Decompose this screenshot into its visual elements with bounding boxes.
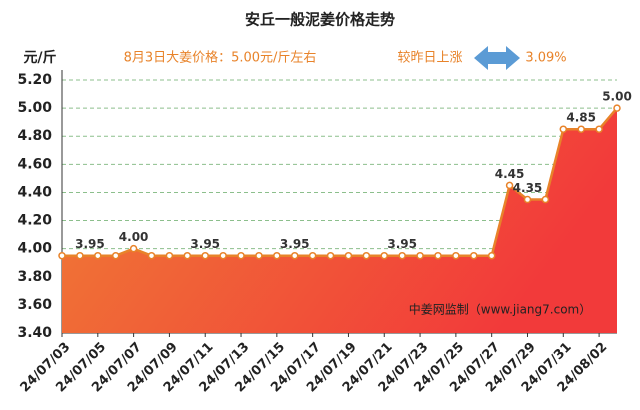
value-label: 3.95 xyxy=(190,237,220,251)
marker xyxy=(416,251,424,260)
value-label: 4.45 xyxy=(495,167,525,181)
value-label: 3.95 xyxy=(75,237,105,251)
marker xyxy=(165,251,174,260)
marker xyxy=(326,251,335,260)
arrow-icon xyxy=(474,46,520,70)
marker xyxy=(577,125,585,133)
area xyxy=(62,108,617,333)
marker xyxy=(129,244,138,253)
value-label: 3.95 xyxy=(280,237,310,251)
marker xyxy=(595,125,603,133)
marker xyxy=(559,125,568,133)
marker xyxy=(76,251,84,260)
y-tick-label: 4.20 xyxy=(17,213,52,229)
marker xyxy=(255,251,263,260)
marker xyxy=(452,251,460,260)
marker xyxy=(183,251,192,260)
y-tick-label: 3.80 xyxy=(17,269,52,285)
change-value: 3.09% xyxy=(525,51,566,66)
value-label: 3.95 xyxy=(387,237,417,251)
value-label: 4.35 xyxy=(513,181,543,195)
marker xyxy=(613,104,621,112)
y-unit: 元/斤 xyxy=(23,49,56,66)
marker xyxy=(111,251,120,260)
marker xyxy=(470,251,478,260)
marker xyxy=(94,251,102,260)
chart-title: 安丘一般泥姜价格走势 xyxy=(245,11,395,29)
value-label: 5.00 xyxy=(602,90,632,104)
marker xyxy=(308,251,317,260)
y-tick-label: 3.60 xyxy=(17,297,52,313)
change-text: 较昨日上涨 xyxy=(397,51,462,66)
marker xyxy=(505,181,514,190)
price-note: 8月3日大姜价格：5.00元/斤左右 xyxy=(124,50,317,66)
marker xyxy=(290,251,299,260)
marker xyxy=(219,251,227,260)
value-label: 4.85 xyxy=(566,111,596,125)
value-label: 4.00 xyxy=(119,230,149,244)
marker xyxy=(487,251,496,260)
watermark: 中姜网监制（www.jiang7.com） xyxy=(409,302,591,317)
y-tick-label: 4.00 xyxy=(17,241,52,257)
y-tick-label: 4.80 xyxy=(17,128,52,144)
y-tick-label: 5.00 xyxy=(17,100,52,116)
marker xyxy=(237,251,245,260)
y-tick-label: 5.20 xyxy=(17,72,52,88)
marker xyxy=(523,195,532,204)
marker xyxy=(398,251,406,260)
marker xyxy=(344,251,353,260)
marker xyxy=(201,251,209,260)
y-tick-label: 4.60 xyxy=(17,156,52,172)
marker xyxy=(362,251,371,260)
marker xyxy=(273,251,281,260)
marker xyxy=(434,251,442,260)
y-tick-label: 3.40 xyxy=(17,325,52,341)
marker xyxy=(58,251,66,260)
marker xyxy=(147,251,156,260)
marker xyxy=(541,195,550,204)
marker xyxy=(380,251,389,260)
y-tick-label: 4.40 xyxy=(17,184,52,200)
